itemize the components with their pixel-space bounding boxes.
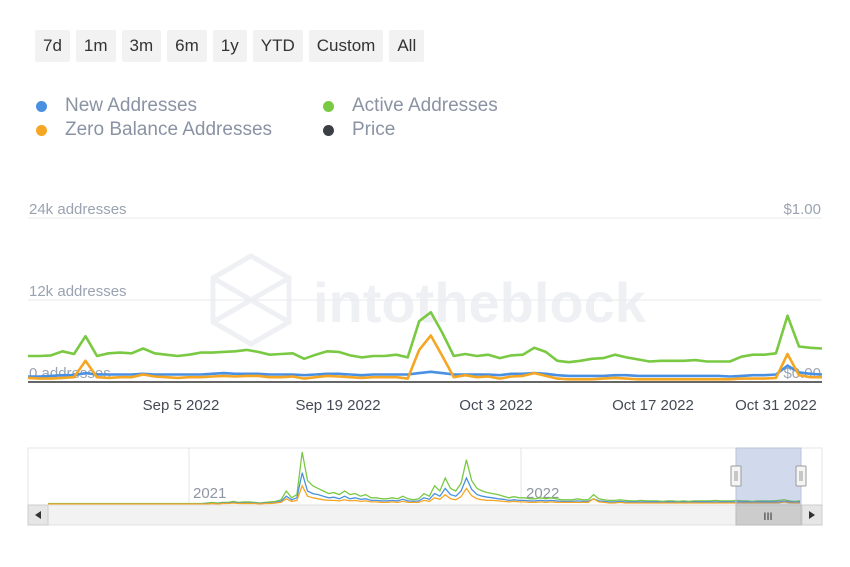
watermark-text: intotheblock [313,271,647,334]
range-3m-button[interactable]: 3m [121,30,162,62]
legend-dot-icon [323,100,334,112]
legend-dot-icon [36,124,47,136]
legend-dot-icon [323,124,334,136]
range-7d-button[interactable]: 7d [35,30,70,62]
x-tick-label: Oct 17 2022 [612,397,694,414]
scrollbar-track[interactable] [27,504,823,526]
series-layer [27,310,823,381]
navigator-frame [27,447,823,506]
x-tick-label: Oct 3 2022 [459,397,532,414]
y-left-tick-label: 24k addresses [29,201,127,218]
scroll-left-button[interactable] [27,504,49,526]
range-1y-button[interactable]: 1y [212,30,247,62]
navigator-selection[interactable] [735,447,802,506]
range-all-button[interactable]: All [389,30,425,62]
legend-item-zero-balance-addresses[interactable]: Zero Balance Addresses [36,119,272,141]
x-tick-label: Sep 19 2022 [295,397,380,414]
legend-dot-icon [36,100,47,112]
grid [28,217,822,383]
arrow-right-icon [809,511,815,519]
legend-label: Active Addresses [352,95,498,116]
navigator-year-label: 2022 [526,485,559,502]
navigator-line-zero-balance-addresses [48,484,800,505]
series-line-active-addresses[interactable] [28,310,823,364]
legend-item-price[interactable]: Price [323,119,395,141]
arrow-left-icon [35,511,41,519]
navigator[interactable]: 2021 2022 [27,447,823,506]
scroll-right-button[interactable] [801,504,823,526]
range-1m-button[interactable]: 1m [75,30,116,62]
navigator-series-layer [48,451,801,505]
series-line-new-addresses[interactable] [28,364,823,378]
x-tick-label: Sep 5 2022 [143,397,220,414]
range-custom-button[interactable]: Custom [308,30,384,62]
legend-item-active-addresses[interactable]: Active Addresses [323,95,498,117]
navigator-year-label: 2021 [193,485,226,502]
legend-label: Price [352,119,396,140]
range-selector: 7d 1m 3m 6m 1y YTD Custom All [35,30,425,62]
y-left-tick-label: 12k addresses [29,283,127,300]
y-right-tick-label: $1.00 [783,201,821,218]
scrollbar[interactable]: III [27,504,823,526]
series-line-zero-balance-addresses[interactable] [27,334,822,381]
range-6m-button[interactable]: 6m [167,30,207,62]
scrollbar-grip-icon: III [763,511,772,523]
navigator-left-handle[interactable] [730,465,742,487]
legend-label: New Addresses [65,95,198,116]
scrollbar-thumb[interactable] [735,504,802,526]
legend-item-new-addresses[interactable]: New Addresses [36,95,197,117]
legend-label: Zero Balance Addresses [65,119,273,140]
x-tick-label: Oct 31 2022 [735,397,817,414]
range-ytd-button[interactable]: YTD [252,30,303,62]
navigator-right-handle[interactable] [795,465,807,487]
